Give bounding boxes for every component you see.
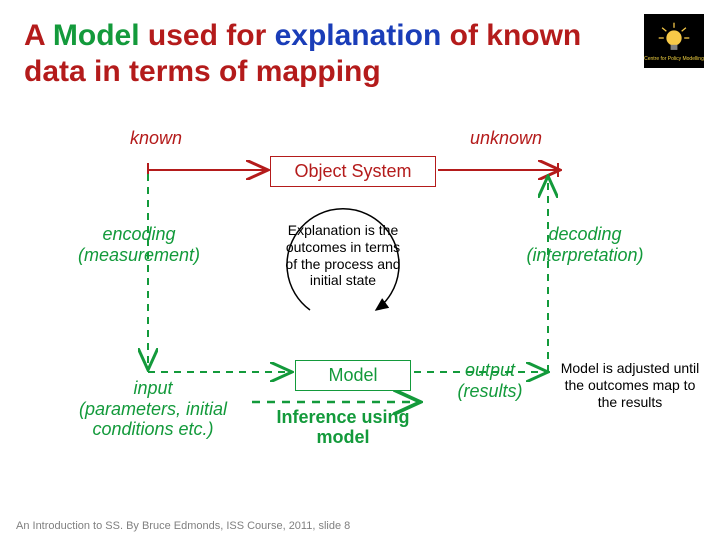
slide-title: A Model used for explanation of known da…	[24, 18, 584, 90]
explanation-text: Explanation is the outcomes in terms of …	[283, 222, 403, 289]
label-encoding: encoding(measurement)	[64, 224, 214, 265]
label-input: input(parameters, initialconditions etc.…	[58, 378, 248, 440]
label-decoding: decoding(interpretation)	[510, 224, 660, 265]
label-known: known	[130, 128, 182, 149]
sidenote-text: Model is adjusted until the outcomes map…	[560, 360, 700, 410]
logo-caption: Centre for Policy Modelling	[644, 57, 704, 62]
label-output: output(results)	[440, 360, 540, 401]
label-unknown: unknown	[470, 128, 542, 149]
object-system-box: Object System	[270, 156, 436, 187]
logo-cpm: Centre for Policy Modelling	[644, 14, 704, 68]
label-inference: Inference using model	[268, 408, 418, 448]
model-box: Model	[295, 360, 411, 391]
slide-footer: An Introduction to SS. By Bruce Edmonds,…	[16, 520, 350, 532]
lightbulb-icon	[654, 21, 694, 55]
